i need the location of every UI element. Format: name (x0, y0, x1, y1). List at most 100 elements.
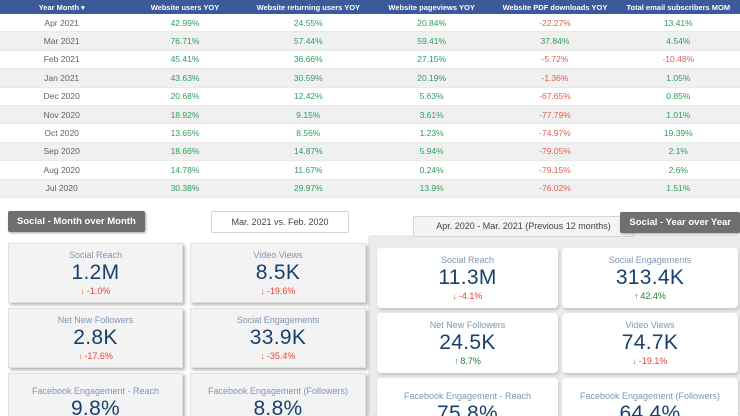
cell-value: 4.54% (666, 36, 691, 47)
scorecard-value: 2.8K (73, 326, 118, 349)
period-label-yoy: Apr. 2020 - Mar. 2021 (Previous 12 month… (413, 216, 634, 237)
scorecard-delta: ↓ -35.4% (260, 351, 296, 361)
table-row: Sep 2020 18.66% 14.87% 5.94% -79.05% 2.1… (0, 142, 740, 162)
scorecard-value: 24.5K (439, 331, 496, 354)
scorecard-value: 8.5K (255, 261, 301, 284)
scorecard-delta: ↓ -17.6% (78, 351, 113, 361)
cell-value: 76.71% (170, 36, 200, 47)
scorecard-delta: ↑ 8.7% (454, 356, 481, 366)
trend-arrow-icon: ↓ (260, 286, 265, 296)
scorecard-title: Social Reach (440, 255, 495, 265)
trend-arrow-icon: ↓ (80, 286, 85, 296)
trend-arrow-icon: ↑ (634, 291, 639, 301)
scorecard-fb-engagement-reach-yoy: Facebook Engagement - Reach 75.8% (377, 378, 558, 416)
cell-value: 43.63% (170, 72, 200, 83)
scorecard-value: 74.7K (621, 331, 679, 354)
table-row: Jul 2020 30.38% 29.97% 13.9% -76.02% 1.5… (0, 179, 740, 198)
cell-value: 13.41% (663, 17, 693, 28)
scorecard-title: Facebook Engagement - Reach (403, 390, 532, 401)
scorecard-social-reach-yoy: Social Reach 11.3M ↓ -4.1% (377, 248, 558, 308)
column-header-label: Year Month (38, 2, 80, 12)
scorecard-video-views-mom: Video Views 8.5K ↓ -19.6% (190, 243, 366, 303)
table-row: Jan 2021 43.63% 30.59% 20.19% -1.36% 1.0… (0, 69, 740, 88)
cell-year-month: Jul 2020 (45, 183, 78, 194)
cell-value: 11.67% (294, 164, 323, 175)
column-header-pdf-downloads-yoy[interactable]: Website PDF downloads YOY (502, 2, 608, 12)
scorecard-delta: ↑ 42.4% (634, 291, 666, 301)
cell-value: -1.36% (541, 72, 569, 83)
scorecard-title: Facebook Engagement - Reach (31, 385, 160, 396)
cell-value: 24.55% (293, 17, 323, 28)
cell-value: 1.05% (666, 72, 691, 83)
cell-value: -67.65% (539, 91, 571, 102)
scorecard-social-engagements-mom: Social Engagements 33.9K ↓ -35.4% (190, 308, 366, 368)
trend-arrow-icon: ↓ (78, 351, 83, 361)
cell-value: 14.78% (170, 164, 200, 175)
cell-value: 13.65% (170, 128, 200, 139)
cell-value: 0.24% (419, 164, 444, 175)
kpi-table: Year Month ▾ Website users YOY Website re… (0, 0, 740, 198)
cell-value: 42.99% (170, 17, 200, 28)
column-header-returning-users-yoy[interactable]: Website returning users YOY (256, 2, 361, 12)
scorecard-delta: ↓ -1.0% (80, 286, 111, 296)
cell-value: 1.23% (419, 128, 444, 139)
cell-value: 19.39% (663, 128, 693, 139)
scorecard-title: Net New Followers (429, 320, 506, 330)
scorecard-value: 313.4K (615, 266, 685, 289)
cell-year-month: Sep 2020 (43, 146, 80, 157)
cell-value: 5.94% (419, 146, 444, 157)
trend-arrow-icon: ↓ (632, 356, 637, 366)
scorecard-value: 8.8% (253, 396, 303, 416)
table-row: Aug 2020 14.78% 11.67% 0.24% -79.15% 2.6… (0, 161, 740, 180)
scorecard-title: Social Engagements (236, 315, 320, 325)
cell-value: 8.56% (296, 128, 321, 139)
cell-value: -77.79% (539, 109, 571, 120)
cell-year-month: Nov 2020 (43, 109, 80, 120)
table-row: Mar 2021 76.71% 57.44% 59.41% 37.84% 4.5… (0, 32, 740, 51)
cell-value: -79.15% (539, 164, 571, 175)
cell-value: 5.63% (419, 91, 444, 102)
scorecard-title: Facebook Engagement (Followers) (579, 390, 721, 401)
trend-arrow-icon: ↓ (260, 351, 265, 361)
trend-arrow-icon: ↑ (454, 356, 459, 366)
cell-value: 12.42% (293, 91, 323, 102)
cell-year-month: Apr 2021 (44, 17, 79, 28)
table-row: Apr 2021 42.99% 24.55% 20.84% -22.27% 13… (0, 14, 740, 33)
cell-year-month: Mar 2021 (43, 36, 80, 47)
social-sections: Social - Month over Month Mar. 2021 vs. … (0, 198, 740, 416)
column-header-website-users-yoy[interactable]: Website users YOY (150, 2, 220, 12)
scorecard-value: 75.8% (436, 401, 499, 416)
cell-value: 57.44% (293, 36, 323, 47)
cell-value: 14.87% (293, 146, 323, 157)
scorecard-social-engagements-yoy: Social Engagements 313.4K ↑ 42.4% (562, 248, 738, 308)
cell-value: -22.27% (539, 17, 571, 28)
cell-year-month: Dec 2020 (43, 91, 80, 102)
period-label-mom: Mar. 2021 vs. Feb. 2020 (211, 211, 349, 233)
cell-year-month: Aug 2020 (43, 164, 80, 175)
cell-value: 2.6% (668, 164, 688, 175)
scorecard-value: 1.2M (71, 261, 120, 284)
scorecard-net-new-followers-yoy: Net New Followers 24.5K ↑ 8.7% (377, 313, 558, 373)
section-badge-year-over-year: Social - Year over Year (620, 212, 740, 233)
cell-value: 13.9% (419, 183, 444, 194)
scorecard-fb-engagement-followers-mom: Facebook Engagement (Followers) 8.8% (190, 373, 366, 416)
scorecard-fb-engagement-reach-mom: Facebook Engagement - Reach 9.8% (8, 373, 183, 416)
cell-year-month: Jan 2021 (44, 72, 80, 83)
cell-value: 30.59% (293, 72, 323, 83)
column-header-year-month[interactable]: Year Month ▾ (0, 3, 123, 12)
column-header-email-subscribers-mom[interactable]: Total email subscribers MOM (626, 2, 731, 12)
scorecard-delta: ↓ -4.1% (452, 291, 483, 301)
scorecard-fb-engagement-followers-yoy: Facebook Engagement (Followers) 64.4% (562, 378, 738, 416)
scorecard-title: Video Views (253, 250, 303, 260)
scorecard-title: Social Engagements (608, 255, 692, 265)
scorecard-value: 33.9K (249, 326, 307, 349)
scorecard-title: Net New Followers (57, 315, 134, 325)
table-row: Oct 2020 13.65% 8.56% 1.23% -74.97% 19.3… (0, 124, 740, 143)
cell-value: 29.97% (293, 183, 323, 194)
cell-value: 0.85% (666, 91, 691, 102)
column-header-pageviews-yoy[interactable]: Website pageviews YOY (388, 2, 475, 12)
section-badge-month-over-month: Social - Month over Month (8, 211, 145, 232)
trend-arrow-icon: ↓ (452, 291, 457, 301)
cell-value: 27.15% (417, 54, 447, 65)
cell-value: 18.92% (170, 109, 200, 120)
